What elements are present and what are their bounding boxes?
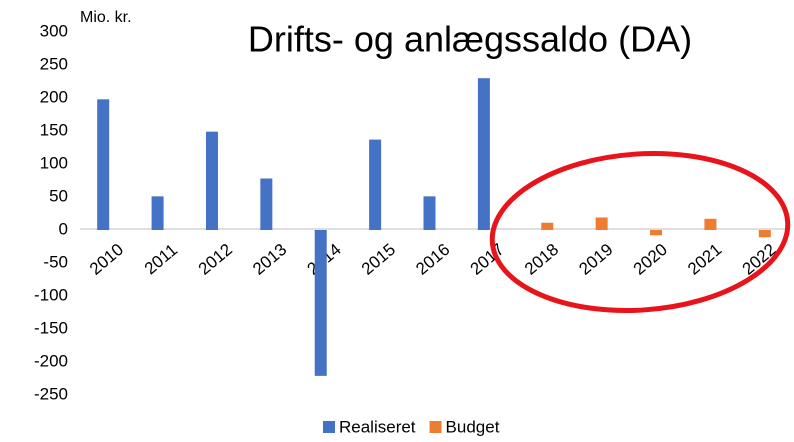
y-tick-label: 300 [40,21,68,40]
y-tick-label: 50 [49,186,68,205]
legend-label: Budget [446,417,500,436]
y-tick-label: -100 [34,285,68,304]
y-tick-label: 150 [40,120,68,139]
legend-swatch [429,421,442,433]
y-tick-label: 200 [40,87,68,106]
x-tick-label: 2017 [467,240,508,279]
y-tick-label: -150 [34,318,68,337]
bar [369,139,382,230]
bar [477,78,490,230]
y-tick-label: 0 [59,219,68,238]
x-tick-label: 2011 [141,240,181,278]
y-tick-label: -250 [34,384,68,403]
bar [314,230,327,376]
x-tick-label: 2021 [684,240,725,279]
x-tick-label: 2010 [86,240,127,279]
x-tick-label: 2012 [195,240,236,279]
bar [650,230,663,236]
y-tick-label: -50 [43,252,68,271]
y-tick-label: -200 [34,351,68,370]
bar [205,131,218,230]
bar [758,230,771,238]
y-axis-label: Mio. kr. [80,9,132,26]
legend-swatch [323,421,335,433]
legend: Realiseret Budget [323,417,500,436]
x-tick-label: 2016 [412,240,453,279]
legend-label: Realiseret [339,417,416,436]
x-tick-label: 2015 [358,240,399,279]
bar [541,222,554,230]
plot-area: 300 250 200 150 100 50 0 -50 -100 -150 -200 -250 201… [34,21,780,403]
highlight-ellipse [489,151,791,313]
x-tick-label: 2013 [249,240,290,279]
y-tick-label: 100 [40,153,68,172]
bar [704,218,717,230]
bar [423,196,436,230]
x-tick-label: 2020 [630,240,671,279]
bar [260,178,273,230]
y-tick-label: 250 [40,54,68,73]
bar [151,196,164,230]
bar [97,99,110,230]
chart-title: Drifts- og anlægssaldo (DA) [248,19,692,60]
x-tick-label: 2018 [521,240,562,279]
bar [595,217,608,230]
x-tick-label: 2019 [575,240,616,279]
